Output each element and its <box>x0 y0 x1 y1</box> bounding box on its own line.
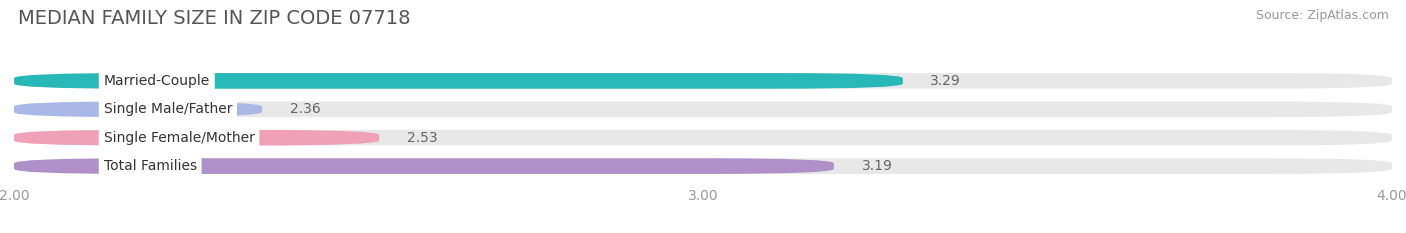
Text: Married-Couple: Married-Couple <box>104 74 209 88</box>
Text: 2.53: 2.53 <box>406 131 437 145</box>
FancyBboxPatch shape <box>14 101 262 117</box>
Text: Total Families: Total Families <box>104 159 197 173</box>
FancyBboxPatch shape <box>14 73 1392 89</box>
Text: MEDIAN FAMILY SIZE IN ZIP CODE 07718: MEDIAN FAMILY SIZE IN ZIP CODE 07718 <box>18 9 411 28</box>
FancyBboxPatch shape <box>14 101 1392 117</box>
FancyBboxPatch shape <box>14 130 1392 146</box>
FancyBboxPatch shape <box>14 158 834 174</box>
Text: 3.19: 3.19 <box>862 159 893 173</box>
FancyBboxPatch shape <box>14 73 903 89</box>
Text: Single Male/Father: Single Male/Father <box>104 102 232 116</box>
Text: Single Female/Mother: Single Female/Mother <box>104 131 254 145</box>
FancyBboxPatch shape <box>14 158 1392 174</box>
Text: 3.29: 3.29 <box>931 74 962 88</box>
FancyBboxPatch shape <box>14 130 380 146</box>
Text: 2.36: 2.36 <box>290 102 321 116</box>
Text: Source: ZipAtlas.com: Source: ZipAtlas.com <box>1256 9 1389 22</box>
